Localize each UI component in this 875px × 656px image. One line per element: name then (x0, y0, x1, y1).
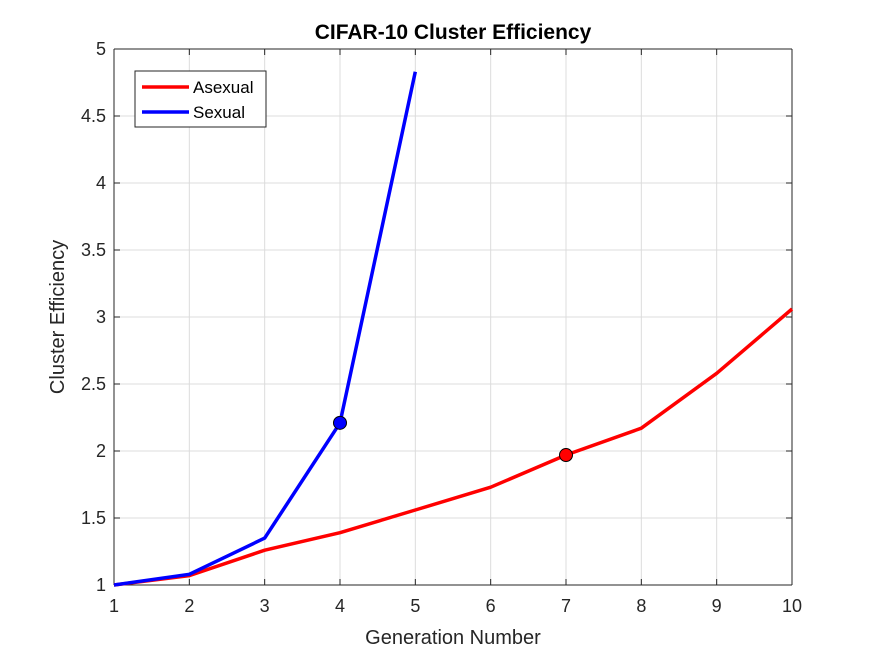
x-tick-label: 9 (712, 596, 722, 616)
highlight-marker-sexual (333, 415, 347, 430)
x-axis-title: Generation Number (365, 627, 541, 649)
legend-box (134, 70, 267, 128)
series (113, 71, 794, 587)
chart-title: CIFAR-10 Cluster Efficiency (315, 21, 592, 44)
x-tick-label: 2 (184, 596, 194, 616)
y-tick-label: 2.5 (81, 374, 106, 394)
highlight-marker-asexual (559, 448, 573, 463)
y-tick-label: 1 (96, 575, 106, 595)
x-tick-label: 6 (486, 596, 496, 616)
x-tick-label: 5 (410, 596, 420, 616)
legend-label-sexual: Sexual (193, 103, 245, 122)
y-tick-label: 1.5 (81, 508, 106, 528)
y-tick-label: 3.5 (81, 240, 106, 260)
y-axis-title: Cluster Efficiency (47, 240, 69, 394)
y-tick-label: 2 (96, 441, 106, 461)
ticks: 1 2 3 4 5 6 7 8 9 10 1 1.5 2 2.5 3 3.5 4 4.5 5 (81, 39, 802, 616)
x-tick-label: 8 (636, 596, 646, 616)
legend-label-asexual: Asexual (193, 78, 253, 97)
x-tick-label: 7 (561, 596, 571, 616)
y-tick-label: 4 (96, 173, 106, 193)
series-line-asexual (113, 307, 794, 587)
x-tick-label: 4 (335, 596, 345, 616)
y-tick-label: 5 (96, 39, 106, 59)
x-tick-label: 3 (260, 596, 270, 616)
x-tick-label: 1 (109, 596, 119, 616)
y-tick-label: 3 (96, 307, 106, 327)
x-tick-label: 10 (782, 596, 802, 616)
legend: Asexual Sexual (134, 70, 267, 128)
y-tick-label: 4.5 (81, 106, 106, 126)
